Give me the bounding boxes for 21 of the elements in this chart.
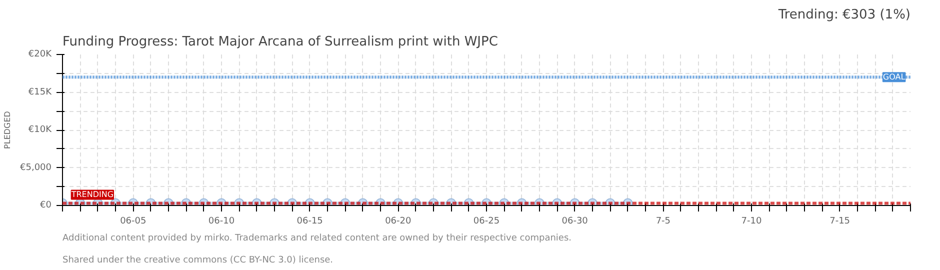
y-tick-label: €20K: [28, 50, 53, 60]
x-tick-label: 06-10: [208, 216, 235, 226]
x-tick-label: 7-10: [741, 216, 762, 226]
x-tick-label: 06-05: [120, 216, 146, 226]
y-tick-label: €10K: [28, 125, 53, 135]
x-tick-label: 06-30: [562, 216, 588, 226]
ref-line-label: TRENDING: [70, 190, 114, 200]
text: Additional content provided by mirko. Trademarks and related content are owned by their respective companies.: [62, 234, 572, 244]
x-tick-label: 7-15: [830, 216, 850, 226]
x-tick-label: 06-20: [385, 216, 412, 226]
y-axis-title: PLEDGED: [3, 111, 12, 149]
chart-title: Funding Progress: Tarot Major Arcana of Surrealism print with WJPC: [62, 34, 498, 50]
x-tick-label: 7-5: [656, 216, 671, 226]
y-tick-label: €15K: [28, 87, 53, 98]
ref-line-label: GOAL: [882, 72, 906, 82]
x-tick-label: 06-25: [473, 216, 500, 226]
y-tick-label: €0: [40, 200, 52, 210]
x-tick-label: 06-15: [296, 216, 323, 226]
chart-subtitle: Trending: €303 (1%): [777, 8, 911, 22]
y-tick-label: €5,000: [20, 162, 52, 173]
text: Shared under the creative commons (CC BY-NC 3.0) license.: [62, 256, 334, 266]
